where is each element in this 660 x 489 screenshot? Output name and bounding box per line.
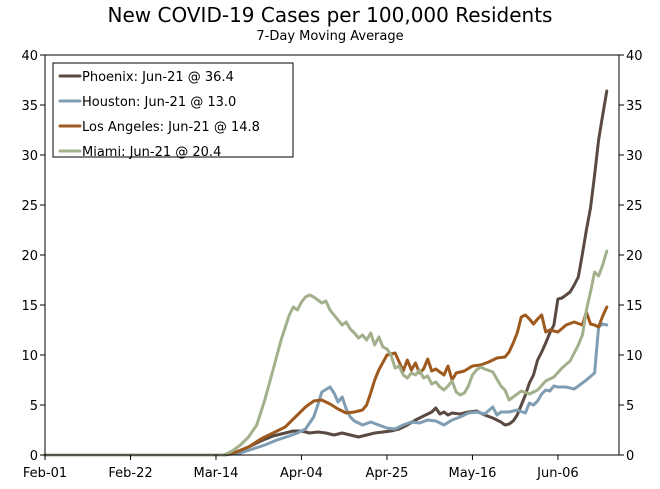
y-tick-label-left: 30 xyxy=(21,149,38,164)
right-y-tick-labels: 0 5 10 15 20 25 30 35 40 xyxy=(626,49,643,464)
legend-box xyxy=(52,62,294,158)
legend-label-houston: Houston: Jun-21 @ 13.0 xyxy=(82,95,236,110)
series-lines xyxy=(43,89,609,457)
y-tick-label-right: 35 xyxy=(626,99,643,114)
axis-ticks xyxy=(40,54,624,460)
y-tick-label-right: 0 xyxy=(626,449,634,464)
x-tick-label: Feb-22 xyxy=(108,466,152,481)
y-tick-label-right: 10 xyxy=(626,349,643,364)
legend-label-phoenix: Phoenix: Jun-21 @ 36.4 xyxy=(82,70,234,85)
legend: Phoenix: Jun-21 @ 36.4 Houston: Jun-21 @ … xyxy=(52,62,294,160)
y-tick-label-left: 35 xyxy=(21,99,38,114)
chart-title: New COVID-19 Cases per 100,000 Residents xyxy=(108,3,553,27)
y-tick-label-left: 5 xyxy=(30,399,38,414)
y-tick-label-right: 25 xyxy=(626,199,643,214)
x-tick-labels: Feb-01 Feb-22 Mar-14 Apr-04 Apr-25 May-16 Jun-… xyxy=(23,466,579,481)
y-tick-label-right: 30 xyxy=(626,149,643,164)
y-tick-label-left: 20 xyxy=(21,249,38,264)
x-tick-label: Feb-01 xyxy=(23,466,67,481)
y-tick-label-left: 40 xyxy=(21,49,38,64)
chart-subtitle: 7-Day Moving Average xyxy=(256,29,403,44)
x-tick-label: May-16 xyxy=(449,466,497,481)
series-line-houston xyxy=(43,322,609,457)
series-line-phoenix xyxy=(43,89,609,457)
x-tick-label: Apr-25 xyxy=(366,466,409,481)
y-tick-label-left: 15 xyxy=(21,299,38,314)
y-tick-label-right: 20 xyxy=(626,249,643,264)
legend-label-los-angeles: Los Angeles: Jun-21 @ 14.8 xyxy=(82,120,260,135)
y-tick-label-left: 10 xyxy=(21,349,38,364)
left-y-tick-labels: 0 5 10 15 20 25 30 35 40 xyxy=(21,49,38,464)
y-tick-label-right: 5 xyxy=(626,399,634,414)
series-line-miami xyxy=(43,249,609,457)
y-tick-label-left: 25 xyxy=(21,199,38,214)
x-tick-label: Apr-04 xyxy=(280,466,323,481)
x-tick-label: Mar-14 xyxy=(194,466,239,481)
x-tick-label: Jun-06 xyxy=(536,466,579,481)
legend-label-miami: Miami: Jun-21 @ 20.4 xyxy=(82,145,221,160)
y-tick-label-right: 15 xyxy=(626,299,643,314)
y-tick-label-left: 0 xyxy=(30,449,38,464)
y-tick-label-right: 40 xyxy=(626,49,643,64)
series-line-los-angeles xyxy=(43,305,609,457)
